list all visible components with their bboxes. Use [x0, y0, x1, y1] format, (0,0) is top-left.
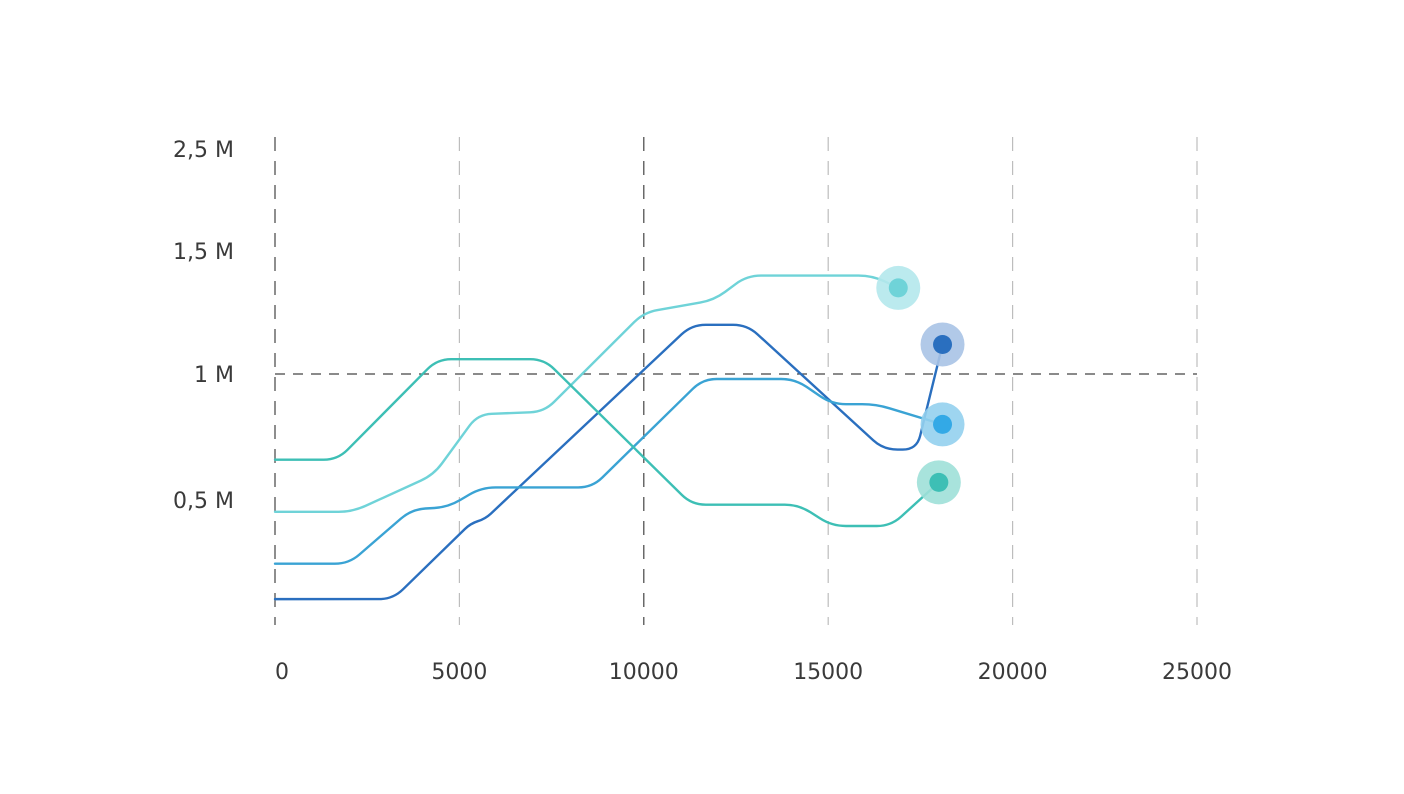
series-line-2 [273, 323, 944, 601]
y-axis-tick-labels: 0,5 M 1 M 1,5 M 2,5 M [173, 138, 234, 514]
series-end-point-4 [929, 472, 949, 492]
series-end-point-2 [933, 334, 953, 354]
x-tick-label-10000: 10000 [609, 660, 679, 685]
x-tick-label-15000: 15000 [793, 660, 863, 685]
series-line-4 [273, 358, 941, 528]
y-tick-label-1: 1 M [194, 363, 234, 388]
x-axis-tick-labels: 0 5000 10000 15000 20000 25000 [275, 660, 1232, 685]
series-line-1 [273, 274, 900, 513]
y-tick-label-2_5: 2,5 M [173, 138, 234, 163]
series-end-markers [876, 265, 965, 505]
x-tick-label-25000: 25000 [1162, 660, 1232, 685]
series-line-3 [273, 377, 944, 565]
grid-lines [274, 137, 1198, 625]
series-end-point-1 [888, 278, 908, 298]
series-lines [273, 274, 944, 601]
series-end-point-3 [933, 414, 953, 434]
y-tick-label-1_5: 1,5 M [173, 240, 234, 265]
y-tick-label-0_5: 0,5 M [173, 489, 234, 514]
x-tick-label-0: 0 [275, 660, 289, 685]
x-tick-label-20000: 20000 [978, 660, 1048, 685]
x-tick-label-5000: 5000 [431, 660, 487, 685]
